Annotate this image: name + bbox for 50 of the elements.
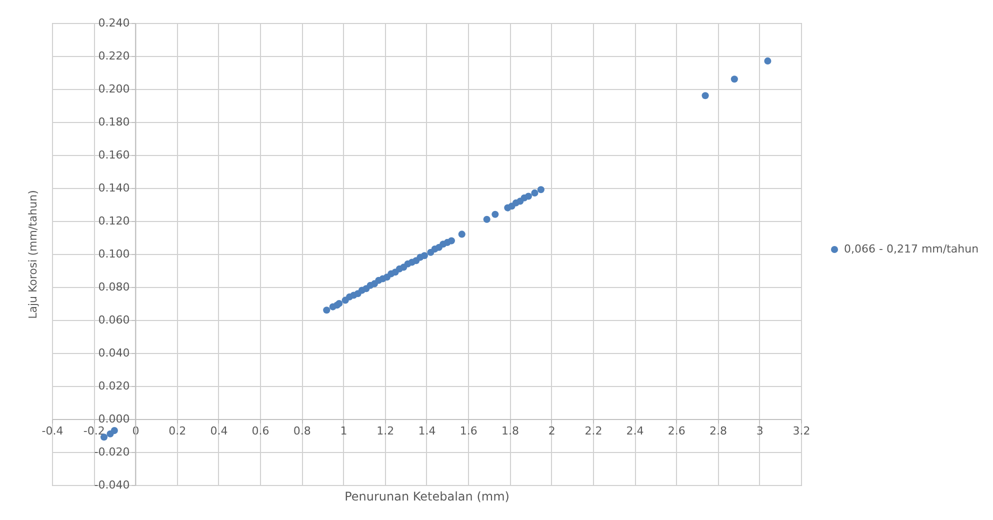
point	[764, 57, 772, 64]
x-tick-label: 2.8	[710, 424, 728, 438]
x-tick-label: 2.4	[626, 424, 644, 438]
y-tick-label: 0.220	[98, 50, 130, 62]
point	[537, 186, 544, 194]
point	[524, 192, 532, 200]
point	[100, 434, 108, 441]
point	[492, 210, 499, 218]
x-tick-label: 2	[548, 424, 556, 438]
x-tick-label: 0.6	[252, 424, 270, 438]
x-tick-label: 0.4	[210, 424, 228, 438]
point	[458, 230, 466, 238]
y-tick-label: 0.020	[98, 380, 130, 392]
x-tick-label: -0.4	[42, 424, 64, 438]
y-tick-label: 0.120	[98, 214, 130, 228]
x-tick-label: 0.8	[293, 424, 311, 438]
x-tick-label: -0.2	[83, 424, 105, 438]
x-tick-label: 3	[756, 424, 764, 438]
point	[110, 427, 118, 434]
y-tick-label: -0.040	[94, 478, 130, 492]
point	[448, 237, 456, 244]
y-tick-label: -0.020	[94, 446, 130, 458]
y-tick-label: 0.240	[98, 16, 130, 30]
x-tick-label: 1.6	[460, 424, 478, 438]
y-tick-label: 0.060	[98, 314, 130, 326]
y-tick-label: 0.140	[98, 182, 130, 194]
x-tick-label: 1.2	[376, 424, 394, 438]
y-axis-title: Laju Korosi (mm/tahun)	[26, 190, 40, 319]
point	[730, 76, 738, 83]
y-tick-label: 0.160	[98, 148, 130, 162]
x-axis-title: Penurunan Ketebalan (mm)	[344, 490, 510, 504]
y-tick-label: 0.200	[98, 82, 130, 96]
x-tick-label: 3.2	[792, 424, 810, 438]
x-tick-label: 2.2	[584, 424, 602, 438]
x-tick-label: 1	[340, 424, 348, 438]
y-tick-label: 0.080	[98, 280, 130, 294]
point	[483, 216, 490, 223]
point	[531, 189, 538, 196]
point	[323, 306, 330, 314]
x-tick-label: 1.4	[418, 424, 436, 438]
point	[420, 252, 428, 260]
y-tick-label: 0.180	[98, 116, 130, 128]
legend-label: 0,066 - 0,217 mm/tahun	[844, 242, 979, 256]
x-tick-label: 2.6	[668, 424, 686, 438]
x-tick-label: 1.8	[501, 424, 519, 438]
y-tick-label: 0.040	[98, 346, 130, 360]
y-tick-label: 0.000	[98, 412, 130, 426]
point	[702, 92, 709, 100]
x-tick-label: 0.2	[168, 424, 186, 438]
y-tick-label: 0.100	[98, 248, 130, 260]
